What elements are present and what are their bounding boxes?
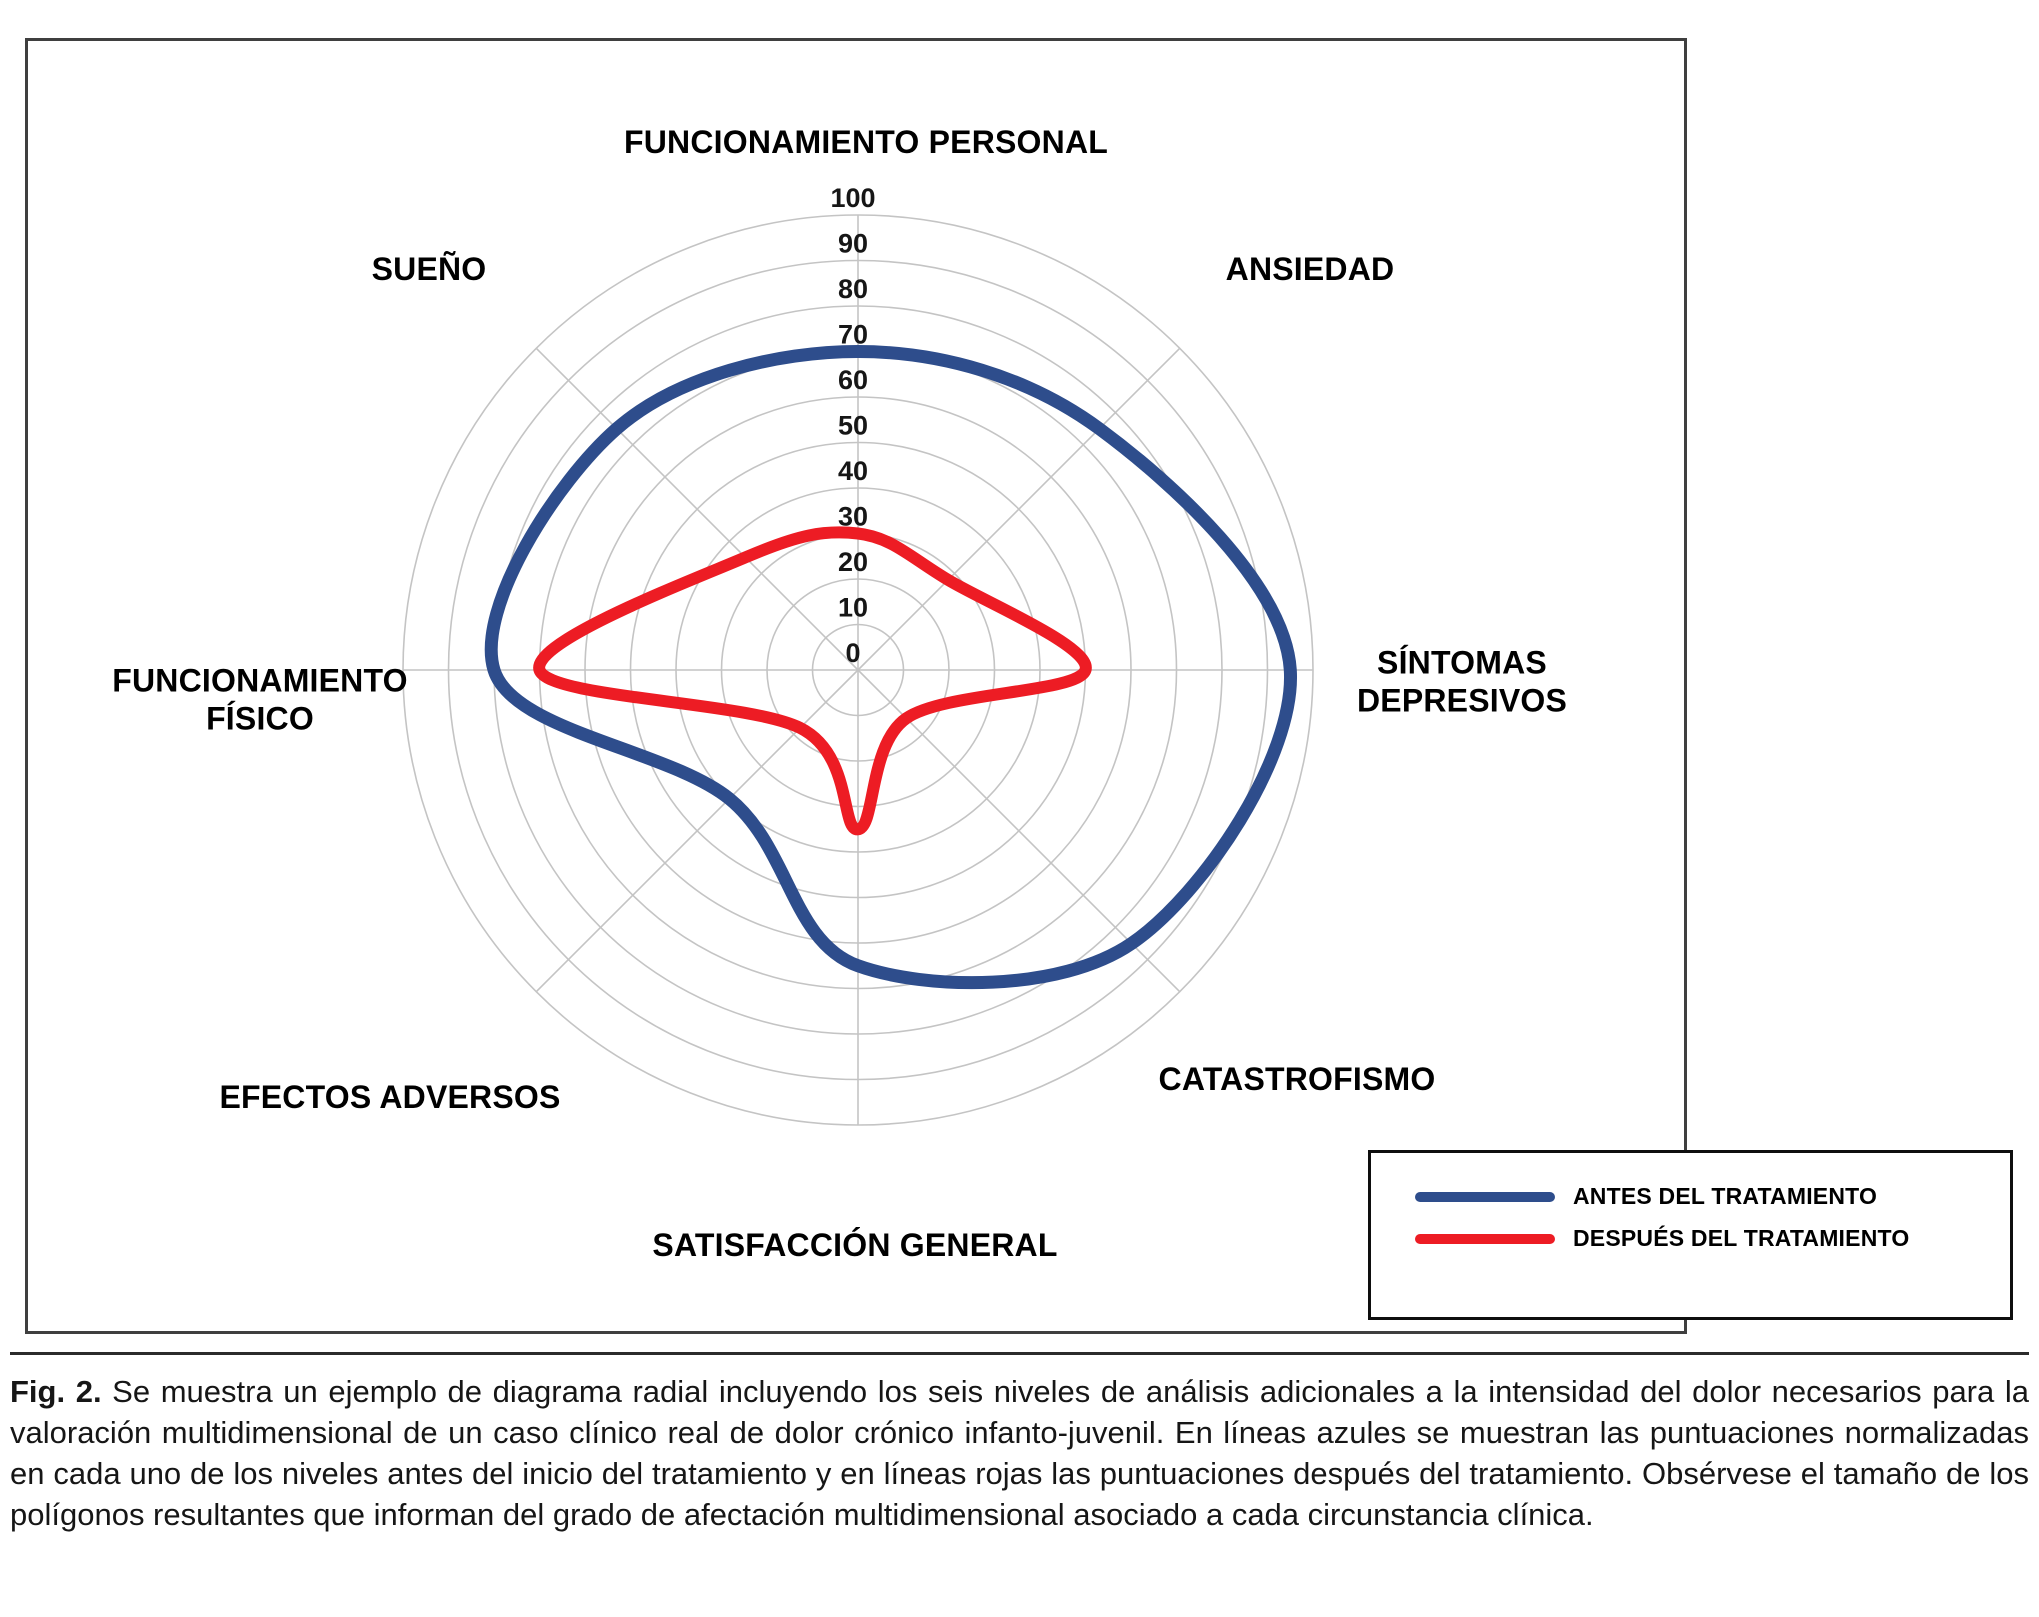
radial-tick-label: 20 xyxy=(838,547,868,577)
axis-label-sintomas-depresivos: SÍNTOMAS DEPRESIVOS xyxy=(1356,644,1568,718)
axis-spoke xyxy=(857,347,1181,671)
axis-label-sueno: SUEÑO xyxy=(371,251,487,288)
legend-item-despues: DESPUÉS DEL TRATAMIENTO xyxy=(1415,1225,2010,1252)
legend-line-red-icon xyxy=(1415,1233,1555,1244)
axis-label-ansiedad: ANSIEDAD xyxy=(1225,251,1395,288)
legend-item-antes: ANTES DEL TRATAMIENTO xyxy=(1415,1183,2010,1210)
caption-fig-label: Fig. 2. xyxy=(10,1374,102,1409)
axis-label-catastrofismo: CATASTROFISMO xyxy=(1158,1061,1436,1098)
legend-label-despues: DESPUÉS DEL TRATAMIENTO xyxy=(1573,1225,1910,1251)
series-path-despues-del-tratamiento xyxy=(533,526,1092,836)
axis-label-funcionamiento-personal: FUNCIONAMIENTO PERSONAL xyxy=(623,124,1109,161)
radial-tick-label: 80 xyxy=(838,274,868,304)
axis-label-efectos-adversos: EFECTOS ADVERSOS xyxy=(219,1079,561,1116)
axis-spoke xyxy=(535,669,859,993)
radial-tick-label: 70 xyxy=(838,320,868,350)
radial-tick-label: 60 xyxy=(838,365,868,395)
caption-body: Se muestra un ejemplo de diagrama radial… xyxy=(10,1374,2029,1532)
radial-tick-label: 10 xyxy=(838,593,868,623)
radial-tick-label: 90 xyxy=(838,229,868,259)
radial-tick-label: 50 xyxy=(838,411,868,441)
legend-line-blue-icon xyxy=(1415,1191,1555,1202)
axis-spoke xyxy=(857,669,1181,993)
series-path-antes-del-tratamiento xyxy=(484,345,1297,990)
radial-tick-label: 40 xyxy=(838,456,868,486)
chart-legend: ANTES DEL TRATAMIENTO DESPUÉS DEL TRATAM… xyxy=(1368,1150,2013,1320)
radial-tick-label: 100 xyxy=(830,183,875,213)
axis-spoke xyxy=(535,347,859,671)
axis-label-satisfaccion-general: SATISFACCIÓN GENERAL xyxy=(652,1227,1058,1264)
legend-label-antes: ANTES DEL TRATAMIENTO xyxy=(1573,1183,1878,1209)
axis-label-funcionamiento-fisico: FUNCIONAMIENTO FÍSICO xyxy=(112,662,408,736)
figure-caption: Fig. 2. Se muestra un ejemplo de diagram… xyxy=(10,1352,2029,1535)
radial-tick-label: 0 xyxy=(845,638,860,668)
radar-figure-box: 0 10 20 30 40 50 60 70 80 90 100 FUNCIONAMIENTO PE… xyxy=(25,38,1687,1334)
